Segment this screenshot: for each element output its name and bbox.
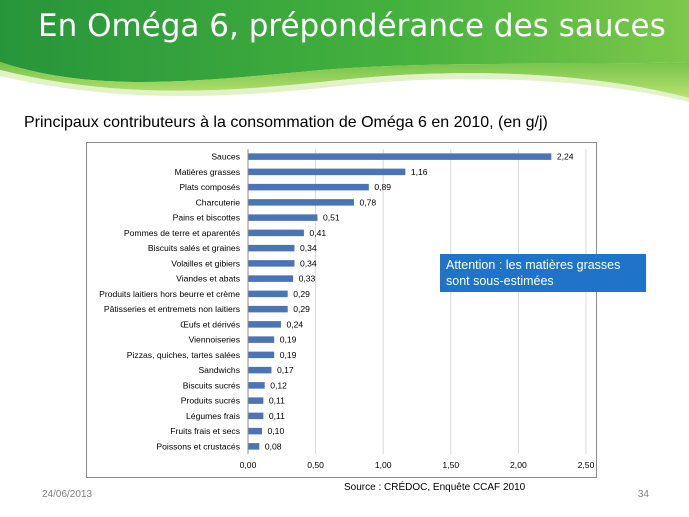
callout-box: Attention : les matières grasses sont so… [440, 254, 646, 292]
bar [248, 168, 406, 176]
data-label: 0,51 [323, 213, 340, 223]
chart-subtitle: Principaux contributeurs à la consommati… [24, 114, 548, 131]
category-label: Viandes et abats [176, 274, 240, 284]
category-label: Produits sucrés [181, 396, 240, 406]
data-label: 1,16 [411, 167, 428, 177]
category-label: Biscuits salés et graines [148, 243, 240, 253]
category-label: Pâtisseries et entremets non laitiers [104, 304, 240, 314]
category-label: Légumes frais [186, 411, 240, 421]
page-number: 34 [637, 489, 649, 500]
data-label: 0,11 [269, 411, 285, 421]
x-tick-label: 0,00 [240, 460, 257, 470]
data-label: 0,24 [286, 319, 303, 329]
data-label: 0,10 [268, 426, 285, 436]
category-label: Pommes de terre et aparentés [124, 228, 240, 238]
data-label: 0,34 [300, 243, 317, 253]
chart-frame: 0,00 0,50 1,00 1,50 2,00 2,50 Sauces 2,24 Matièr… [86, 142, 597, 478]
bar [248, 290, 288, 298]
data-label: 0,11 [269, 396, 285, 406]
category-label: Œufs et dérivés [180, 319, 240, 329]
category-label: Plats composés [179, 182, 240, 192]
bar [248, 214, 318, 221]
bar [248, 244, 295, 252]
source-note: Source : CRÉDOC, Enquête CCAF 2010 [344, 482, 526, 493]
bar [248, 443, 260, 450]
header-wave-shape [0, 0, 689, 102]
slide-header [0, 0, 689, 110]
data-label: 0,19 [280, 335, 297, 345]
slide-date: 24/06/2013 [42, 489, 93, 500]
data-label: 0,29 [293, 304, 310, 314]
data-label: 0,12 [270, 380, 287, 390]
category-label: Pains et biscottes [173, 213, 240, 223]
data-label: 0,17 [277, 365, 294, 375]
bar [248, 412, 264, 420]
bar [248, 382, 265, 389]
bar [248, 351, 275, 359]
data-label: 0,34 [300, 258, 317, 268]
bar [248, 229, 304, 237]
data-label: 0,29 [293, 289, 310, 299]
category-label: Sandwichs [198, 365, 240, 375]
category-label: Poissons et crustacés [156, 441, 240, 451]
x-tick-label: 1,50 [442, 460, 459, 470]
x-tick-label: 2,00 [510, 460, 527, 470]
category-label: Viennoiseries [189, 335, 240, 345]
bar [248, 275, 294, 282]
bar [248, 183, 369, 191]
category-label: Matières grasses [175, 167, 240, 177]
data-label: 0,41 [309, 228, 326, 238]
category-label: Sauces [211, 152, 240, 162]
data-label: 0,78 [359, 197, 376, 207]
data-label: 0,33 [299, 274, 316, 284]
x-tick-label: 0,50 [307, 460, 324, 470]
category-label: Volailles et gibiers [171, 258, 240, 268]
bar-chart: 0,00 0,50 1,00 1,50 2,00 2,50 Sauces 2,24 Matièr… [99, 149, 595, 470]
category-label: Charcuterie [196, 197, 241, 207]
bar [248, 321, 281, 328]
category-label: Pizzas, quiches, tartes salées [127, 350, 240, 360]
slide-title: En Oméga 6, prépondérance des sauces [38, 8, 666, 44]
bar [248, 153, 552, 160]
data-label: 0,89 [374, 182, 391, 192]
bar [248, 336, 275, 343]
bar [248, 366, 272, 374]
bar [248, 427, 263, 435]
bar [248, 260, 295, 267]
category-label: Biscuits sucrés [183, 380, 240, 390]
category-label: Fruits frais et secs [170, 426, 240, 436]
x-tick-label: 1,00 [375, 460, 392, 470]
data-label: 0,19 [280, 350, 297, 360]
data-label: 2,24 [557, 152, 574, 162]
bar [248, 305, 288, 313]
x-tick-label: 2,50 [578, 460, 595, 470]
category-label: Produits laitiers hors beurre et crème [99, 289, 240, 299]
data-label: 0,08 [265, 441, 282, 451]
bar [248, 199, 354, 206]
bar [248, 397, 264, 404]
